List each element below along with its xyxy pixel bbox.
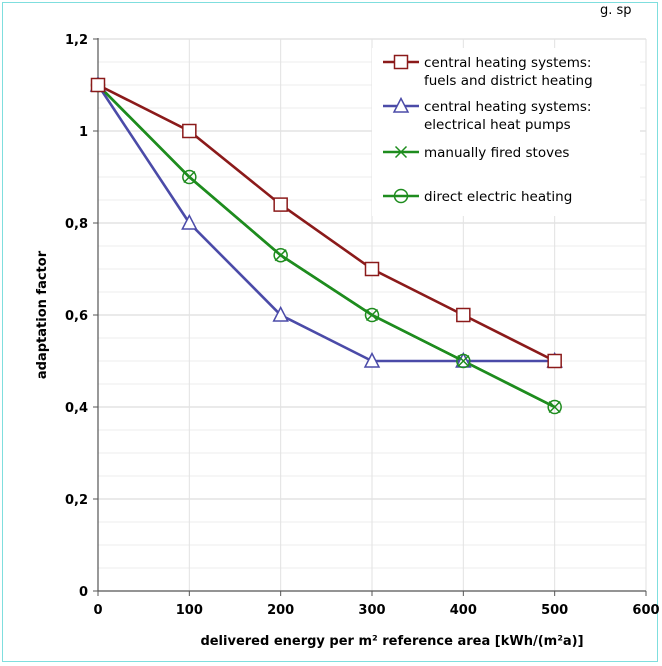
legend-marker	[392, 96, 410, 113]
legend-label: central heating systems:	[424, 55, 591, 71]
legend-label: electrical heat pumps	[424, 117, 571, 133]
data-point	[182, 123, 197, 139]
x-marker-stroke	[365, 308, 379, 322]
legend-box	[372, 48, 640, 216]
x-tick-label: 300	[358, 603, 385, 618]
x-tick-label: 600	[632, 603, 659, 618]
data-point	[273, 197, 288, 212]
y-tick-label: 1	[79, 125, 88, 140]
x-tick-label: 100	[176, 603, 203, 618]
x-marker-stroke	[183, 170, 196, 184]
y-tick-label: 0,2	[65, 493, 88, 508]
y-tick-label: 0,8	[65, 217, 88, 232]
series-markers-3	[90, 77, 562, 415]
legend: central heating systems: fuels and distri…	[372, 48, 640, 216]
legend-marker	[393, 188, 409, 204]
y-tick-label: 1,2	[65, 33, 88, 48]
data-point	[274, 249, 287, 262]
partial-header-text: g. sp	[600, 3, 632, 18]
data-point	[183, 170, 196, 184]
y-tick-label: 0	[79, 585, 88, 600]
data-point	[364, 307, 380, 323]
y-tick-labels: 0 0,2 0,4 0,6 0,8 1 1,2	[65, 33, 88, 600]
y-tick-label: 0,4	[65, 401, 88, 416]
x-marker-stroke	[548, 400, 561, 414]
series-3	[97, 84, 556, 409]
legend-marker	[393, 54, 409, 70]
data-point	[182, 169, 197, 185]
legend-label: direct electric heating	[424, 189, 572, 205]
x-tick-labels: 0 100 200 300 400 500 600	[93, 603, 659, 618]
data-point	[181, 213, 198, 230]
x-marker-stroke	[394, 145, 408, 159]
data-point	[90, 77, 106, 93]
data-point	[273, 247, 288, 263]
series-0	[97, 83, 556, 363]
legend-label: manually fired stoves	[424, 145, 569, 161]
y-tick-label: 0,6	[65, 309, 88, 324]
series-markers-0	[90, 77, 562, 369]
series-group	[89, 75, 563, 415]
data-point	[456, 353, 471, 369]
data-point	[272, 305, 289, 322]
x-tick-label: 0	[93, 603, 102, 618]
x-tick-label: 200	[267, 603, 294, 618]
legend-marker	[394, 145, 408, 159]
data-point	[547, 399, 562, 415]
data-point	[363, 351, 381, 368]
data-point	[457, 354, 470, 368]
x-marker-stroke	[274, 249, 287, 262]
x-marker-stroke	[457, 354, 470, 368]
data-point	[456, 307, 471, 323]
x-tick-label: 500	[541, 603, 568, 618]
series-1	[96, 84, 555, 363]
series-line	[97, 84, 556, 409]
data-point	[364, 261, 380, 277]
data-point	[548, 400, 561, 414]
data-point	[547, 353, 562, 369]
x-axis-label: delivered energy per m² reference area […	[200, 634, 583, 649]
x-tick-label: 400	[450, 603, 477, 618]
y-axis-label: adaptation factor	[35, 250, 50, 379]
data-point	[365, 308, 379, 322]
axes	[93, 38, 647, 596]
series-line	[97, 83, 556, 363]
legend-label: fuels and district heating	[424, 73, 593, 89]
legend-label: central heating systems:	[424, 99, 591, 115]
series-line	[96, 84, 555, 363]
